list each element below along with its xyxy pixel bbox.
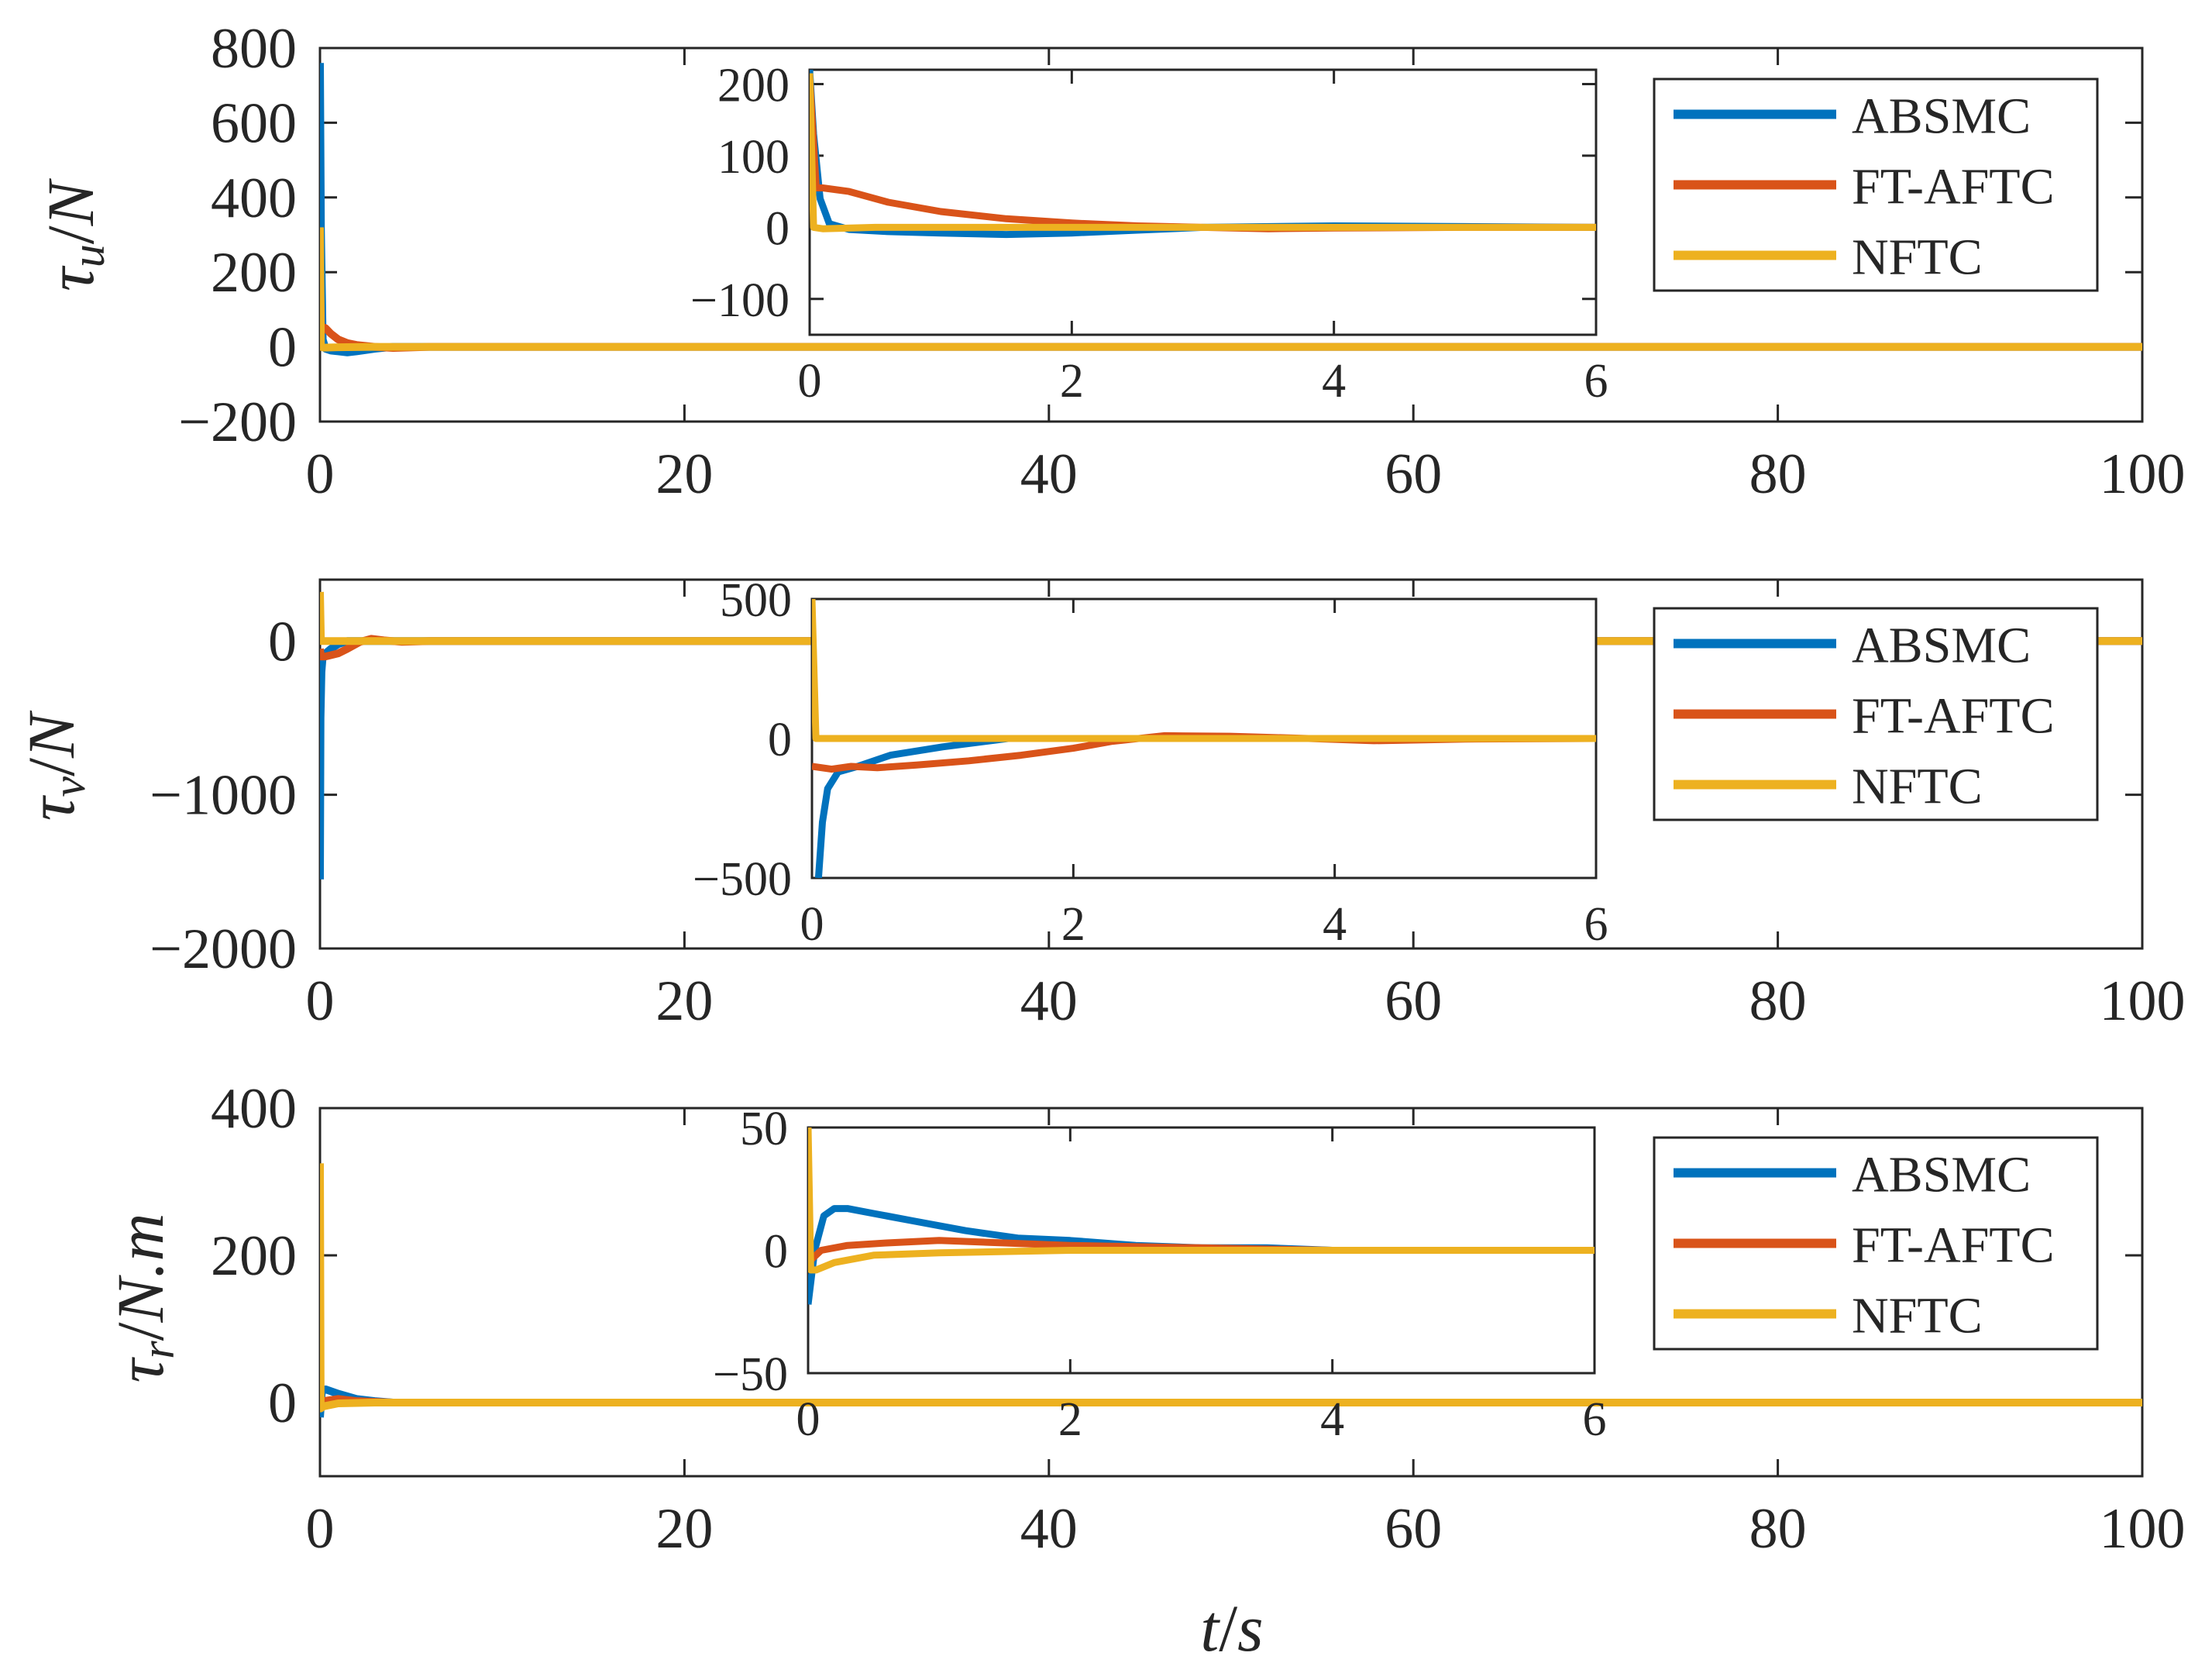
x-tick-label: 80 [1749,1497,1807,1561]
inset-y-tick-label: −100 [690,274,790,327]
y-tick-label: 400 [211,167,297,230]
series-group [320,63,2142,356]
y-tick-label: 400 [211,1077,297,1141]
y-tick-label: 0 [268,316,297,380]
inset-y-tick-label: 200 [717,59,790,112]
inset-x-tick-label: 0 [798,355,822,408]
y-axis-label: τr/N.m [103,1213,184,1382]
x-tick-label: 40 [1020,1497,1078,1561]
x-tick-label: 60 [1385,442,1442,506]
series-line-nftc [320,1163,2142,1413]
inset-y-tick-label: −500 [693,853,792,906]
inset-x-tick-label: 0 [796,1393,820,1446]
y-tick-label: 0 [268,610,297,673]
inset-box [808,68,1598,336]
legend-label: ABSMC [1852,88,2031,145]
y-tick-label: 0 [268,1372,297,1435]
inset-y-tick-label: 0 [765,202,790,255]
legend-label: FT-AFTC [1852,1217,2055,1274]
inset-y-tick-label: 50 [740,1103,788,1155]
inset-x-tick-label: 4 [1322,355,1346,408]
panel-2: 0 20 40 60 80 1000−1000−2000 0 2 4 65000−500ABSMC… [14,574,2186,1033]
legend-label: NFTC [1852,759,1983,815]
y-tick-label: 800 [211,17,297,81]
x-tick-label: 80 [1749,969,1807,1033]
inset-series-line-nftc [812,599,1596,742]
x-tick-label: 0 [306,1497,335,1561]
inset-x-tick-label: 2 [1058,1393,1082,1446]
y-tick-label: −1000 [150,764,297,828]
legend-label: NFTC [1852,229,1983,286]
x-tick-label: 100 [2100,969,2186,1033]
inset-x-tick-label: 6 [1583,1393,1607,1446]
y-axis-label: τv/N [14,710,95,821]
y-tick-label: 600 [211,91,297,155]
x-tick-label: 60 [1385,1497,1442,1561]
x-tick-label: 100 [2100,1497,2186,1561]
inset-series-line-nftc [810,73,1596,232]
legend-label: ABSMC [1852,618,2031,674]
inset-x-tick-label: 2 [1060,355,1084,408]
x-tick-label: 20 [655,442,713,506]
y-axis-label: τu/N [33,177,114,291]
series-line-nftc [320,227,2142,352]
inset-x-tick-label: 6 [1584,898,1608,951]
x-tick-label: 60 [1385,969,1442,1033]
inset-y-tick-label: 100 [717,131,790,184]
inset-y-tick-label: 0 [768,714,792,766]
legend-label: NFTC [1852,1288,1983,1344]
inset-series-group [812,599,1596,878]
inset-y-tick-label: −50 [713,1348,788,1401]
inset-series-group [810,70,1596,239]
x-tick-label: 20 [655,969,713,1033]
y-tick-label: 200 [211,241,297,305]
inset-series-group [808,1127,1594,1305]
y-tick-label: −2000 [150,917,297,981]
x-tick-label: 0 [306,969,335,1033]
legend-label: FT-AFTC [1852,688,2055,745]
x-tick-label: 20 [655,1497,713,1561]
y-tick-label: 200 [211,1224,297,1288]
x-tick-label: 40 [1020,969,1078,1033]
y-tick-label: −200 [178,391,297,454]
inset-x-tick-label: 0 [800,898,824,951]
legend: ABSMC FT-AFTC NFTC [1653,607,2099,821]
inset-y-tick-label: 0 [764,1226,788,1279]
legend: ABSMC FT-AFTC NFTC [1653,77,2099,292]
inset-y-tick-label: 500 [720,574,792,627]
legend-label: ABSMC [1852,1147,2031,1203]
x-axis-label: t/s [1200,1591,1263,1665]
x-tick-label: 0 [306,442,335,506]
x-tick-label: 40 [1020,442,1078,506]
series-group [320,1163,2142,1418]
inset-series-line-nftc [808,1127,1594,1274]
inset-x-tick-label: 4 [1323,898,1347,951]
inset-x-tick-label: 4 [1320,1393,1344,1446]
legend: ABSMC FT-AFTC NFTC [1653,1136,2099,1351]
inset-x-tick-label: 2 [1061,898,1085,951]
inset-x-tick-label: 6 [1584,355,1608,408]
x-tick-label: 80 [1749,442,1807,506]
x-tick-label: 100 [2100,442,2186,506]
legend-label: FT-AFTC [1852,159,2055,215]
